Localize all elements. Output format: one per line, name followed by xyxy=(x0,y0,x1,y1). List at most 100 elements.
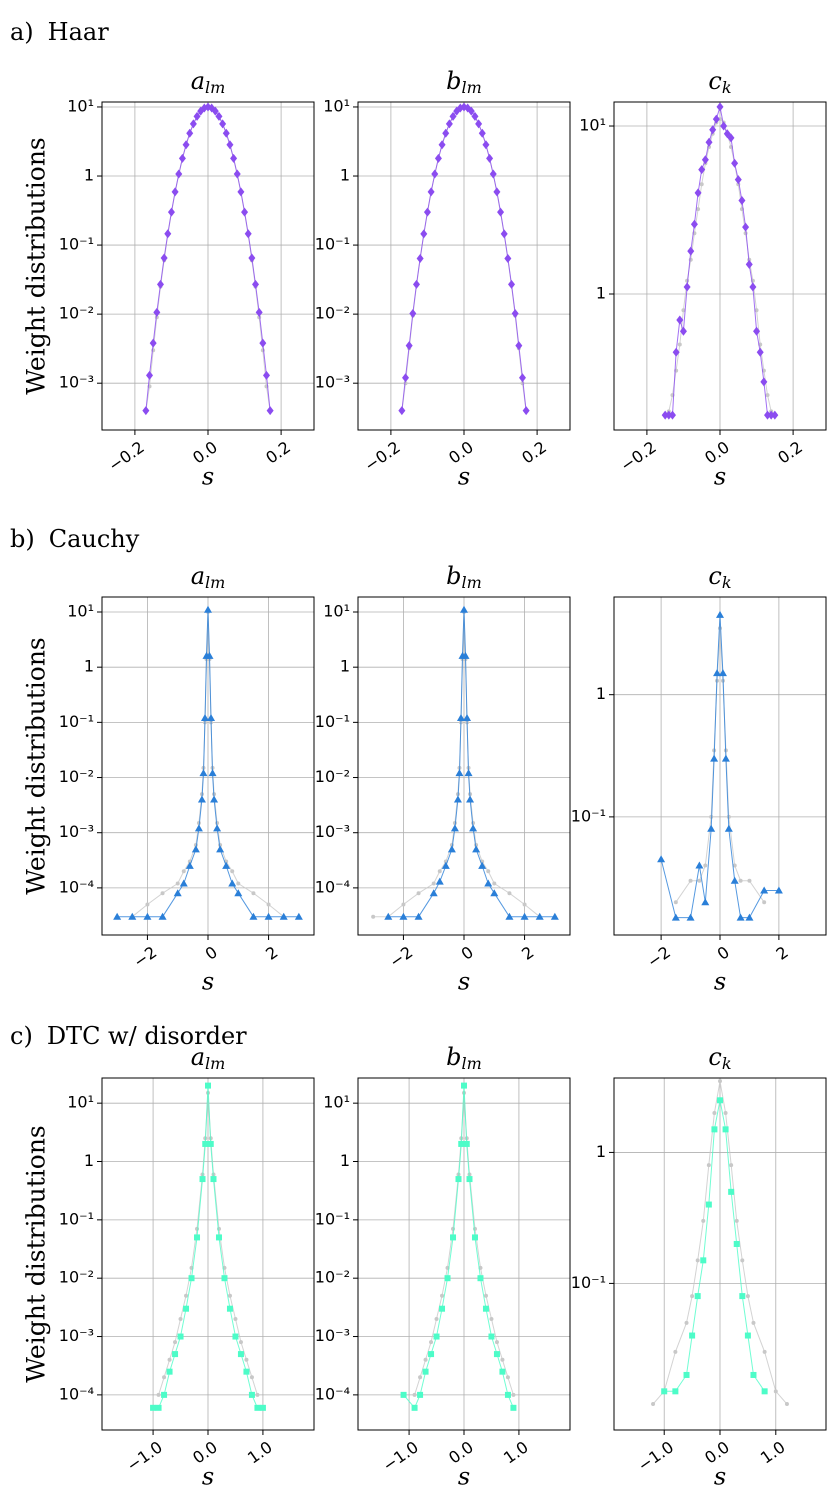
point xyxy=(434,1316,439,1321)
point xyxy=(488,1333,495,1340)
point xyxy=(167,207,175,217)
y-tick-label: 10⁻¹ xyxy=(315,712,350,731)
axes-frame xyxy=(613,101,827,431)
point xyxy=(716,102,724,112)
point xyxy=(233,169,241,179)
point xyxy=(765,393,770,398)
point xyxy=(490,889,499,897)
title-base: a xyxy=(191,1043,205,1071)
point xyxy=(744,1332,751,1339)
point xyxy=(489,169,497,179)
point xyxy=(740,1258,745,1263)
point xyxy=(185,861,194,869)
y-tick-label: 1 xyxy=(596,283,606,302)
point xyxy=(219,119,227,129)
point xyxy=(493,187,501,197)
point xyxy=(478,861,487,869)
point xyxy=(142,406,150,416)
title-base: a xyxy=(191,562,205,590)
point xyxy=(464,769,473,777)
point xyxy=(688,878,693,883)
point xyxy=(252,279,260,289)
point xyxy=(500,1357,505,1362)
point xyxy=(683,1371,690,1378)
point xyxy=(736,913,745,921)
point xyxy=(728,1188,735,1195)
point xyxy=(463,713,472,721)
point xyxy=(402,373,410,383)
point xyxy=(422,1368,429,1375)
point xyxy=(687,246,695,256)
x-tick-label: 1.0 xyxy=(244,1437,276,1467)
point xyxy=(679,326,687,336)
chart-title: blm xyxy=(446,67,482,97)
x-tick-label: 0 xyxy=(458,942,477,963)
point xyxy=(463,1140,470,1147)
point xyxy=(399,912,408,920)
axes-frame xyxy=(101,596,315,936)
point xyxy=(420,229,428,239)
point xyxy=(431,881,436,886)
point xyxy=(429,889,438,897)
title-subscript: lm xyxy=(462,1054,482,1073)
point xyxy=(155,1404,162,1411)
point xyxy=(251,891,256,896)
point xyxy=(264,912,273,920)
point xyxy=(477,1275,484,1282)
point xyxy=(511,1392,516,1397)
point xyxy=(673,1349,678,1354)
x-tick-label: 2 xyxy=(262,942,281,963)
point xyxy=(771,410,779,420)
point xyxy=(238,1340,243,1345)
point xyxy=(179,879,188,887)
point xyxy=(255,1392,260,1397)
point xyxy=(226,140,234,150)
point xyxy=(505,1375,510,1380)
title-base: a xyxy=(191,67,205,95)
point xyxy=(437,869,442,874)
x-tick-label: 0.2 xyxy=(262,437,294,467)
point xyxy=(458,1140,465,1147)
point xyxy=(471,1234,478,1241)
point xyxy=(188,1275,195,1282)
point xyxy=(734,1218,739,1223)
point xyxy=(236,881,241,886)
point xyxy=(724,824,733,832)
point xyxy=(167,1357,172,1362)
point xyxy=(248,253,256,263)
point xyxy=(471,111,479,121)
point xyxy=(734,175,742,185)
y-tick-label: 10⁻⁴ xyxy=(59,1384,94,1403)
point xyxy=(423,1357,428,1362)
point xyxy=(733,1240,740,1247)
chart-title: alm xyxy=(191,562,226,592)
point xyxy=(435,877,444,885)
point xyxy=(507,891,512,896)
point xyxy=(412,1392,417,1397)
point xyxy=(194,1234,201,1241)
point xyxy=(651,1402,656,1407)
point xyxy=(701,898,710,906)
point xyxy=(494,1340,499,1345)
title-subscript: lm xyxy=(462,78,482,97)
point xyxy=(657,855,666,863)
axes-frame xyxy=(357,101,571,431)
point xyxy=(208,769,217,777)
point xyxy=(222,128,230,138)
point xyxy=(210,1176,217,1183)
point xyxy=(248,1391,255,1398)
point xyxy=(700,1257,707,1264)
x-axis-label: s xyxy=(458,463,470,491)
point xyxy=(723,1110,728,1115)
point xyxy=(423,207,431,217)
point xyxy=(158,912,167,920)
y-tick-label: 10⁻² xyxy=(59,767,94,786)
point xyxy=(773,1389,778,1394)
point xyxy=(249,1375,254,1380)
point xyxy=(706,1163,711,1168)
section-label: c) xyxy=(10,1022,33,1050)
point xyxy=(712,114,720,124)
point xyxy=(739,1293,746,1300)
point xyxy=(745,1294,750,1299)
point xyxy=(784,1402,789,1407)
